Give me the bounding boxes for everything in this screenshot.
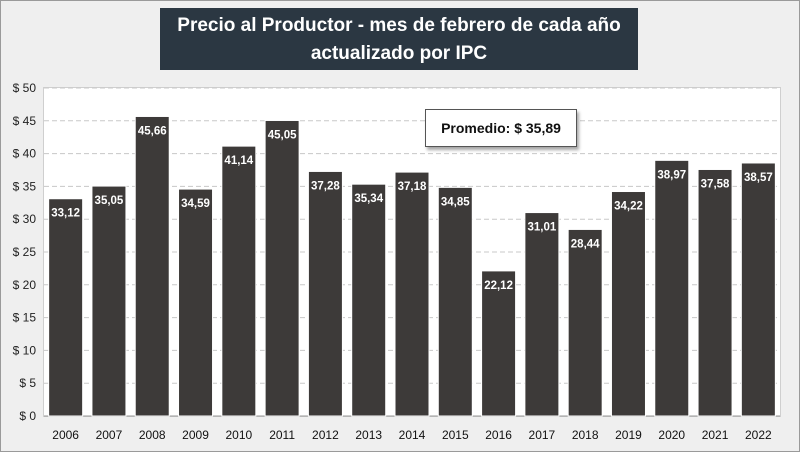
bar — [524, 212, 560, 417]
bar — [307, 170, 343, 417]
data-label: 41,14 — [224, 155, 253, 167]
bar — [610, 191, 646, 417]
x-tick-label: 2010 — [225, 428, 252, 442]
y-tick-label: $ 50 — [13, 81, 37, 95]
data-label: 45,05 — [268, 129, 297, 141]
data-label: 37,28 — [311, 180, 340, 192]
y-tick-label: $ 30 — [13, 212, 37, 226]
bar — [437, 186, 473, 417]
data-label: 34,59 — [181, 198, 210, 210]
x-tick-label: 2014 — [399, 428, 426, 442]
chart-subtitle: actualizado por IPC — [310, 43, 488, 64]
data-label: 34,22 — [614, 201, 643, 213]
data-label: 35,05 — [95, 195, 124, 207]
y-tick-label: $ 5 — [19, 376, 36, 390]
data-label: 35,34 — [354, 193, 383, 205]
y-tick-label: $ 10 — [13, 343, 37, 357]
x-tick-label: 2013 — [355, 428, 382, 442]
x-tick-label: 2022 — [745, 428, 772, 442]
bar — [134, 115, 170, 417]
data-label: 34,85 — [441, 196, 470, 208]
data-label: 31,01 — [527, 222, 556, 234]
data-label: 28,44 — [571, 238, 600, 250]
y-tick-label: $ 25 — [13, 245, 37, 259]
x-tick-label: 2009 — [182, 428, 209, 442]
average-annotation: Promedio: $ 35,89 — [425, 109, 577, 147]
y-tick-label: $ 35 — [13, 179, 37, 193]
x-tick-label: 2008 — [139, 428, 166, 442]
chart-title: Precio al Productor - mes de febrero de … — [177, 15, 621, 36]
x-tick-label: 2021 — [702, 428, 729, 442]
x-tick-label: 2020 — [658, 428, 685, 442]
bar — [178, 188, 214, 417]
y-tick-label: $ 20 — [13, 278, 37, 292]
bar — [221, 145, 257, 417]
bar — [264, 119, 300, 417]
x-tick-label: 2012 — [312, 428, 339, 442]
x-tick-label: 2017 — [529, 428, 556, 442]
x-tick-label: 2007 — [96, 428, 123, 442]
x-tick-label: 2015 — [442, 428, 469, 442]
data-label: 38,57 — [744, 172, 773, 184]
y-tick-label: $ 0 — [19, 409, 36, 423]
x-tick-label: 2006 — [52, 428, 79, 442]
data-label: 37,58 — [701, 178, 730, 190]
bar — [394, 171, 430, 417]
x-tick-label: 2011 — [269, 428, 295, 442]
data-label: 45,66 — [138, 125, 167, 137]
x-tick-label: 2018 — [572, 428, 599, 442]
bar — [481, 270, 517, 417]
data-label: 37,18 — [398, 181, 427, 193]
y-tick-label: $ 45 — [13, 114, 37, 128]
chart-title-box: Precio al Productor - mes de febrero de … — [160, 8, 638, 70]
data-label: 33,12 — [51, 208, 80, 220]
data-label: 22,12 — [484, 280, 513, 292]
bar — [351, 183, 387, 417]
bar — [567, 228, 603, 417]
y-tick-label: $ 40 — [13, 147, 37, 161]
data-label: 38,97 — [657, 169, 686, 181]
x-tick-label: 2016 — [485, 428, 512, 442]
bar — [740, 162, 776, 417]
bar — [697, 168, 733, 417]
bar — [48, 198, 84, 417]
y-tick-label: $ 15 — [13, 311, 37, 325]
x-tick-label: 2019 — [615, 428, 642, 442]
bar — [91, 185, 127, 417]
bar — [654, 159, 690, 417]
